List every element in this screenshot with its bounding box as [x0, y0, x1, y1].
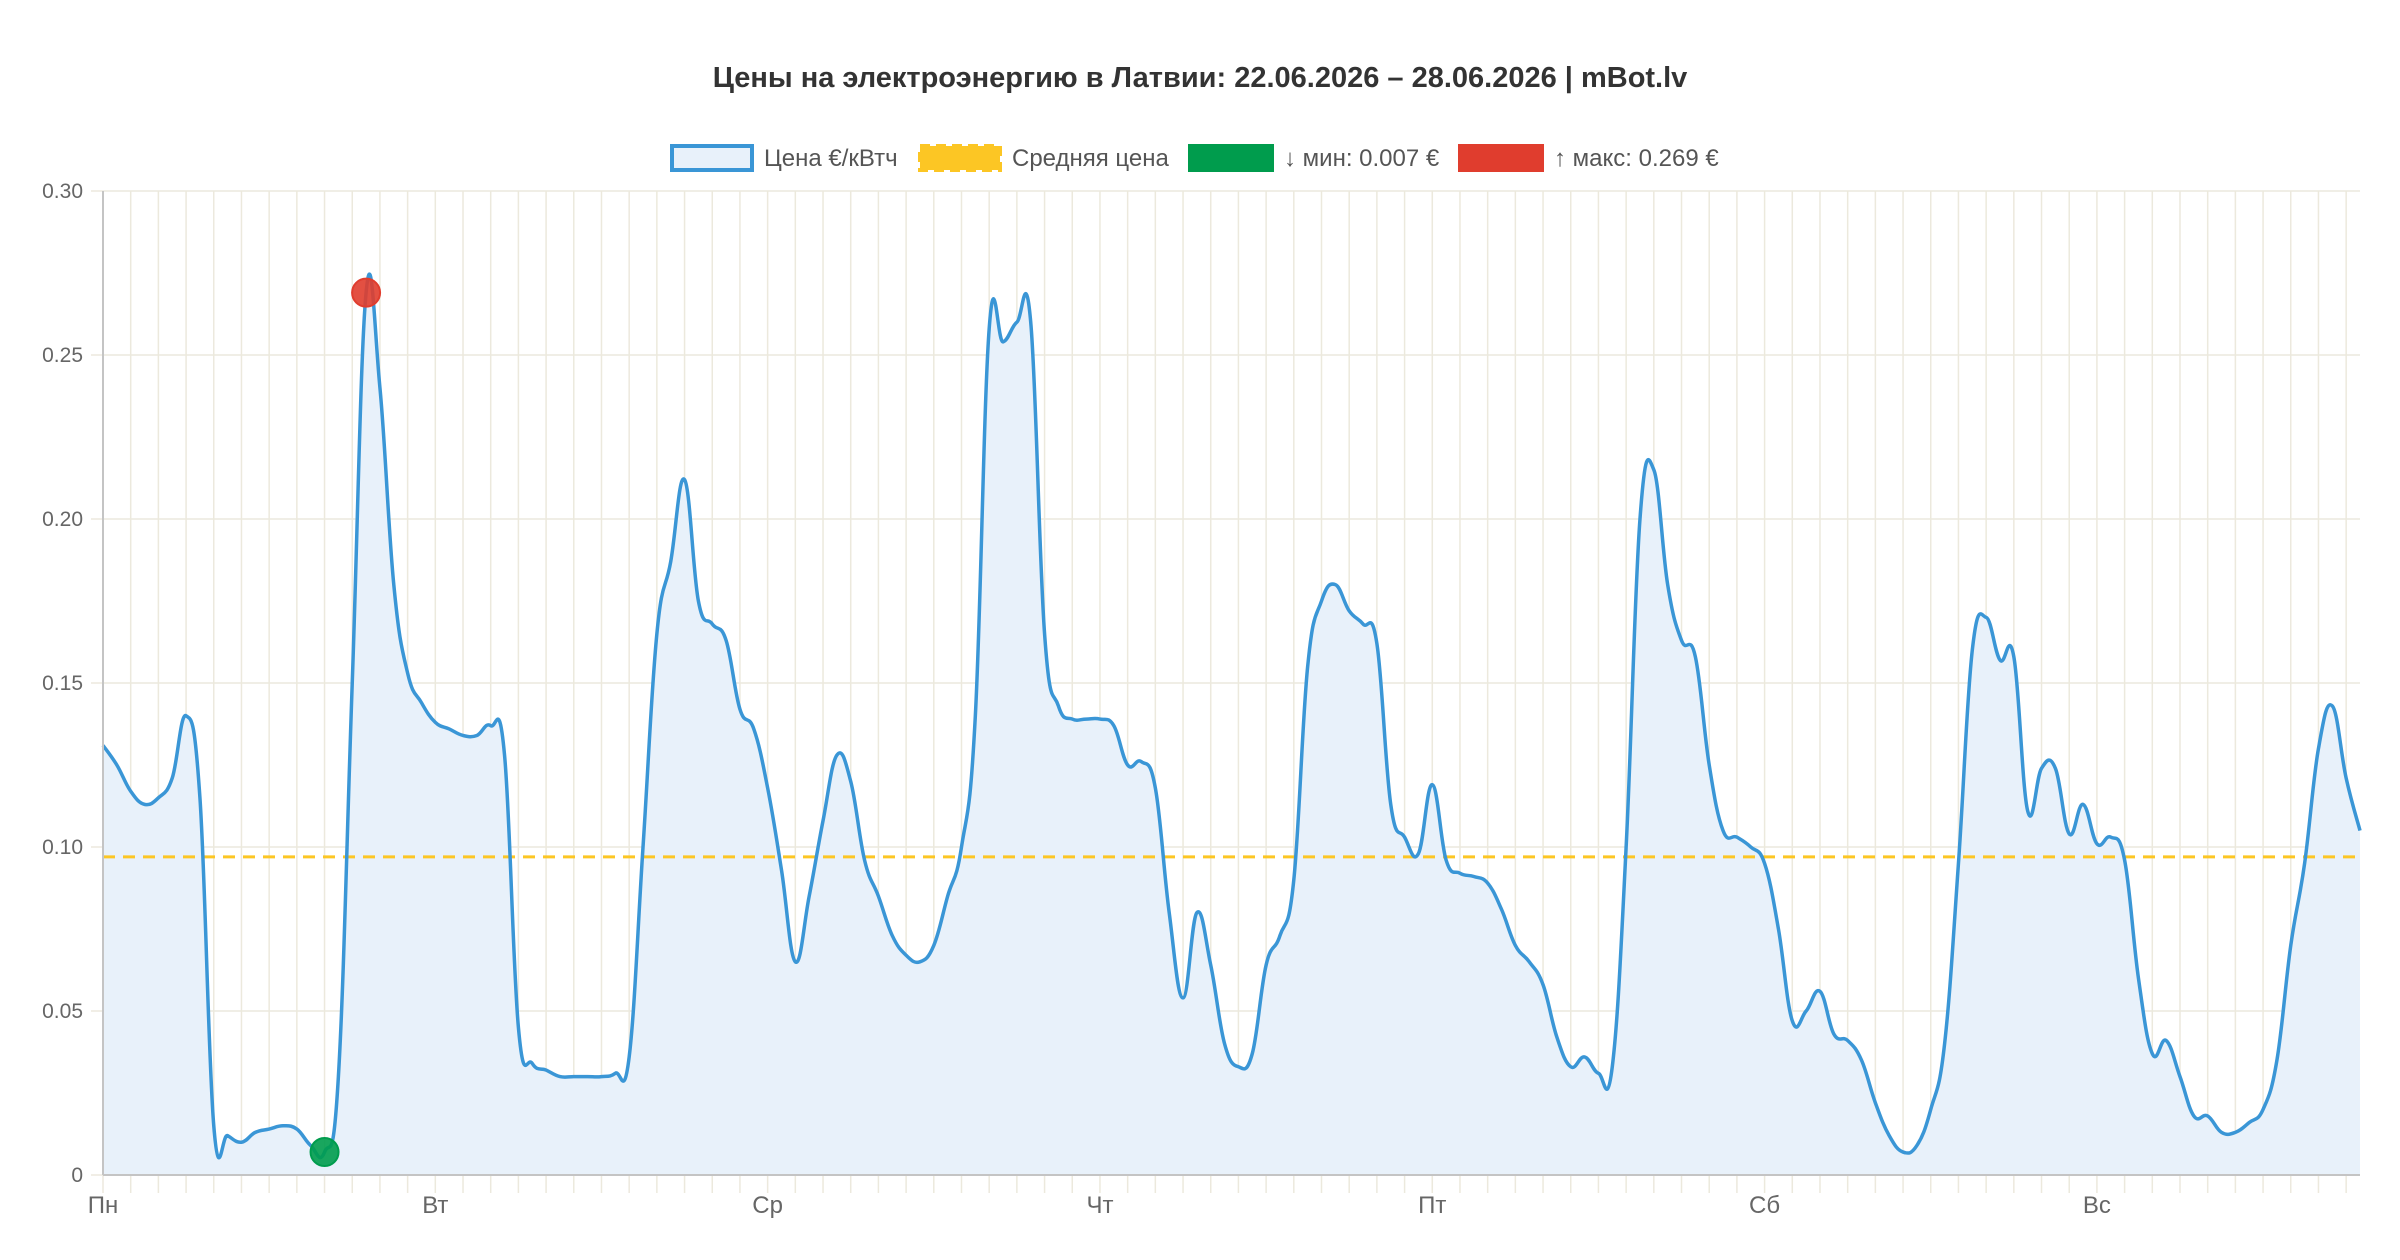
x-tick-label: Вт — [422, 1192, 448, 1219]
chart-title: Цены на электроэнергию в Латвии: 22.06.2… — [713, 62, 1688, 94]
plot-area — [101, 272, 2362, 1175]
legend-swatch-average — [918, 144, 1002, 172]
max-price-marker[interactable] — [351, 277, 382, 308]
legend-label-min: ↓ мин: 0.007 € — [1284, 145, 1440, 172]
legend-label-max: ↑ макс: 0.269 € — [1554, 145, 1719, 172]
x-tick-label: Пт — [1418, 1192, 1446, 1219]
price-area-fill — [103, 274, 2360, 1175]
x-tick-label: Ср — [752, 1192, 783, 1219]
y-tick-label: 0.20 — [42, 508, 83, 531]
legend-label-price: Цена €/кВтч — [764, 145, 898, 172]
legend-item-max[interactable]: ↑ макс: 0.269 € — [1458, 144, 1719, 172]
legend-label-average: Средняя цена — [1012, 145, 1169, 172]
x-tick-label: Пн — [88, 1192, 119, 1219]
legend-item-price[interactable]: Цена €/кВтч — [670, 144, 898, 172]
extreme-markers — [309, 277, 382, 1168]
y-tick-label: 0.15 — [42, 672, 83, 695]
x-tick-label: Вс — [2083, 1192, 2111, 1219]
x-tick-label: Сб — [1749, 1192, 1780, 1219]
y-tick-label: 0.30 — [42, 180, 83, 203]
y-tick-label: 0 — [71, 1164, 83, 1187]
price-line — [101, 272, 2362, 1160]
y-tick-label: 0.10 — [42, 836, 83, 859]
legend-swatch-price — [670, 144, 754, 172]
y-tick-label: 0.05 — [42, 1000, 83, 1023]
y-tick-label: 0.25 — [42, 344, 83, 367]
legend-swatch-max — [1458, 144, 1544, 172]
axes: 0 0.05 0.10 0.15 0.20 0.25 0.30 Пн Вт Ср Чт Пт Сб Вс — [42, 180, 2360, 1219]
legend-swatch-min — [1188, 144, 1274, 172]
legend: Цена €/кВтч Средняя цена ↓ мин: 0.007 € … — [670, 144, 1719, 172]
min-price-marker[interactable] — [309, 1137, 340, 1168]
legend-item-average[interactable]: Средняя цена — [918, 144, 1169, 172]
x-tick-label: Чт — [1086, 1192, 1113, 1219]
legend-item-min[interactable]: ↓ мин: 0.007 € — [1188, 144, 1440, 172]
